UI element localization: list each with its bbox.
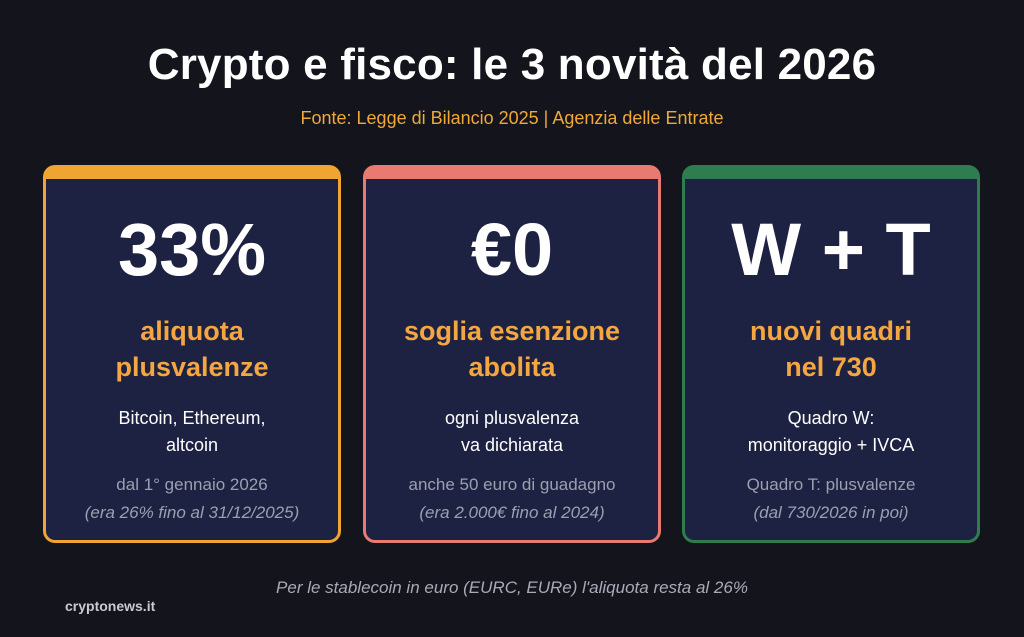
card-note: anche 50 euro di guadagno <box>408 475 616 494</box>
page-title: Crypto e fisco: le 3 novità del 2026 <box>147 40 877 89</box>
card-description-line: Bitcoin, Ethereum, <box>118 408 266 428</box>
card-aliquota: 33% aliquota plusvalenze Bitcoin, Ethere… <box>43 165 341 543</box>
card-label: aliquota plusvalenze <box>46 313 338 385</box>
card-quadri: W + T nuovi quadri nel 730 Quadro W: mon… <box>682 165 980 543</box>
card-description-line: ogni plusvalenza <box>444 408 580 428</box>
card-soglia: €0 soglia esenzione abolita ogni plusval… <box>363 165 661 543</box>
card-label: nuovi quadri nel 730 <box>685 313 977 385</box>
card-description-line: monitoraggio + IVCA <box>747 435 915 455</box>
card-description-line: altcoin <box>165 435 219 455</box>
card-label-line: plusvalenze <box>115 352 269 382</box>
card-label-line: aliquota <box>140 316 244 346</box>
brand-logo-text: cryptonews.it <box>65 598 156 614</box>
card-description: Quadro W: monitoraggio + IVCA <box>685 405 977 459</box>
card-label-line: abolita <box>468 352 556 382</box>
card-description: Bitcoin, Ethereum, altcoin <box>46 405 338 459</box>
card-value: 33% <box>117 208 267 291</box>
card-note-italic: (era 26% fino al 31/12/2025) <box>84 503 300 522</box>
card-description: ogni plusvalenza va dichiarata <box>366 405 658 459</box>
card-note: Quadro T: plusvalenze <box>746 475 916 494</box>
card-note-italic: (dal 730/2026 in poi) <box>753 503 909 522</box>
card-value: W + T <box>731 208 931 291</box>
card-label-line: nel 730 <box>785 352 877 382</box>
card-description-line: Quadro W: <box>787 408 875 428</box>
card-label-line: soglia esenzione <box>403 316 621 346</box>
card-label-line: nuovi quadri <box>750 316 912 346</box>
card-description-line: va dichiarata <box>460 435 564 455</box>
card-note: dal 1° gennaio 2026 <box>116 475 268 494</box>
card-label: soglia esenzione abolita <box>366 313 658 385</box>
card-value: €0 <box>470 208 554 291</box>
footer-note: Per le stablecoin in euro (EURC, EURe) l… <box>276 578 748 597</box>
card-note-italic: (era 2.000€ fino al 2024) <box>419 503 605 522</box>
source-subtitle: Fonte: Legge di Bilancio 2025 | Agenzia … <box>300 108 724 128</box>
